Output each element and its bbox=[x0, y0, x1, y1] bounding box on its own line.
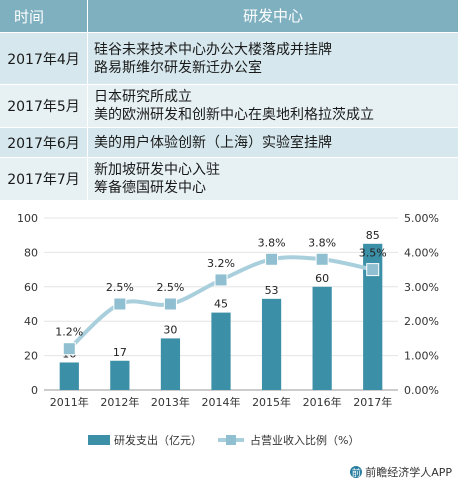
legend-bar-swatch bbox=[88, 435, 110, 445]
bar-value-label: 45 bbox=[214, 298, 228, 311]
bar-value-label: 30 bbox=[163, 323, 177, 336]
ratio-marker bbox=[163, 297, 177, 311]
detail-line: 日本研究所成立 bbox=[94, 89, 192, 105]
x-tick-label: 2017年 bbox=[353, 395, 392, 409]
ratio-value-label: 2.5% bbox=[106, 281, 134, 294]
ratio-value-label: 3.8% bbox=[258, 236, 286, 249]
bar bbox=[160, 338, 181, 390]
bar bbox=[312, 286, 332, 390]
x-tick-label: 2011年 bbox=[50, 395, 89, 409]
table-row: 2017年7月 新加坡研发中心入驻 筹备德国研发中心 bbox=[0, 158, 458, 201]
x-tick-label: 2015年 bbox=[252, 395, 291, 409]
legend-line-marker bbox=[226, 435, 236, 445]
bar-value-label: 17 bbox=[113, 346, 127, 359]
detail-line: 硅谷未来技术中心办公大楼落成并挂牌 bbox=[94, 41, 332, 58]
bar-value-label: 85 bbox=[366, 229, 380, 242]
bar-value-label: 53 bbox=[265, 284, 279, 297]
ratio-marker bbox=[315, 252, 329, 266]
left-tick-label: 80 bbox=[24, 246, 38, 259]
bar bbox=[261, 298, 282, 390]
chart-area: 0 0.00% 20 1.00% 40 2.00% 60 3.00% 80 4.00% 100 5.0… bbox=[0, 204, 458, 484]
row-detail: 新加坡研发中心入驻 筹备德国研发中心 bbox=[88, 158, 458, 200]
row-detail: 日本研究所成立 美的欧洲研发和创新中心在奥地利格拉茨成立 bbox=[88, 85, 458, 127]
left-tick-label: 100 bbox=[17, 212, 38, 225]
bar bbox=[211, 312, 231, 390]
bar-value-label: 60 bbox=[315, 272, 329, 285]
ratio-value-label: 1.2% bbox=[55, 326, 83, 339]
table-row: 2017年5月 日本研究所成立 美的欧洲研发和创新中心在奥地利格拉茨成立 bbox=[0, 85, 458, 128]
left-tick-label: 60 bbox=[24, 281, 38, 294]
table-header: 时间 研发中心 bbox=[0, 0, 458, 33]
x-tick-label: 2012年 bbox=[100, 395, 139, 409]
row-detail: 美的用户体验创新（上海）实验室挂牌 bbox=[88, 128, 458, 157]
header-time: 时间 bbox=[0, 0, 88, 32]
ratio-value-label: 2.5% bbox=[156, 281, 184, 294]
row-time: 2017年6月 bbox=[0, 128, 88, 157]
table-row: 2017年6月 美的用户体验创新（上海）实验室挂牌 bbox=[0, 128, 458, 158]
detail-line: 美的欧洲研发和创新中心在奥地利格拉茨成立 bbox=[94, 107, 374, 123]
right-tick-label: 3.00% bbox=[404, 281, 439, 294]
detail-line: 路易斯维尔研发新迁办公室 bbox=[94, 59, 262, 76]
left-tick-label: 0 bbox=[31, 384, 38, 397]
x-tick-label: 2014年 bbox=[202, 395, 241, 409]
ratio-value-label: 3.8% bbox=[308, 236, 336, 249]
ratio-marker bbox=[366, 263, 380, 277]
legend-line-label: 占营业收入比例（%） bbox=[250, 433, 359, 447]
right-tick-label: 1.00% bbox=[404, 350, 439, 363]
ratio-marker bbox=[62, 342, 76, 356]
detail-line: 筹备德国研发中心 bbox=[94, 180, 206, 196]
rd-center-table: 时间 研发中心 2017年4月 硅谷未来技术中心办公大楼落成并挂牌 路易斯维尔研… bbox=[0, 0, 458, 201]
bar bbox=[59, 362, 79, 390]
legend-bar-label: 研发支出（亿元） bbox=[114, 433, 202, 447]
x-tick-label: 2016年 bbox=[303, 395, 342, 409]
row-time: 2017年4月 bbox=[0, 33, 88, 84]
ratio-marker bbox=[214, 273, 228, 287]
bar bbox=[363, 243, 383, 390]
right-tick-label: 5.00% bbox=[404, 212, 439, 225]
right-tick-label: 4.00% bbox=[404, 246, 439, 259]
left-tick-label: 20 bbox=[24, 350, 38, 363]
table-row: 2017年4月 硅谷未来技术中心办公大楼落成并挂牌 路易斯维尔研发新迁办公室 bbox=[0, 33, 458, 85]
row-time: 2017年5月 bbox=[0, 85, 88, 127]
ratio-marker bbox=[265, 252, 279, 266]
detail-line: 新加坡研发中心入驻 bbox=[94, 162, 220, 178]
header-center: 研发中心 bbox=[242, 7, 303, 25]
right-tick-label: 2.00% bbox=[404, 315, 439, 328]
source-footer: 前 前瞻经济学人APP bbox=[350, 464, 452, 480]
bar bbox=[110, 360, 130, 390]
ratio-marker bbox=[113, 297, 127, 311]
row-detail: 硅谷未来技术中心办公大楼落成并挂牌 路易斯维尔研发新迁办公室 bbox=[88, 33, 458, 84]
x-tick-label: 2013年 bbox=[151, 395, 190, 409]
left-tick-label: 40 bbox=[24, 315, 38, 328]
brand-logo-icon: 前 bbox=[350, 466, 363, 479]
row-time: 2017年7月 bbox=[0, 158, 88, 200]
source-text: 前瞻经济学人APP bbox=[365, 466, 452, 479]
detail-line: 美的用户体验创新（上海）实验室挂牌 bbox=[94, 134, 332, 151]
combo-chart: 0 0.00% 20 1.00% 40 2.00% 60 3.00% 80 4.00% 100 5.0… bbox=[17, 212, 439, 447]
right-tick-label: 0.00% bbox=[404, 384, 439, 397]
ratio-value-label: 3.5% bbox=[359, 247, 387, 260]
ratio-value-label: 3.2% bbox=[207, 257, 235, 270]
